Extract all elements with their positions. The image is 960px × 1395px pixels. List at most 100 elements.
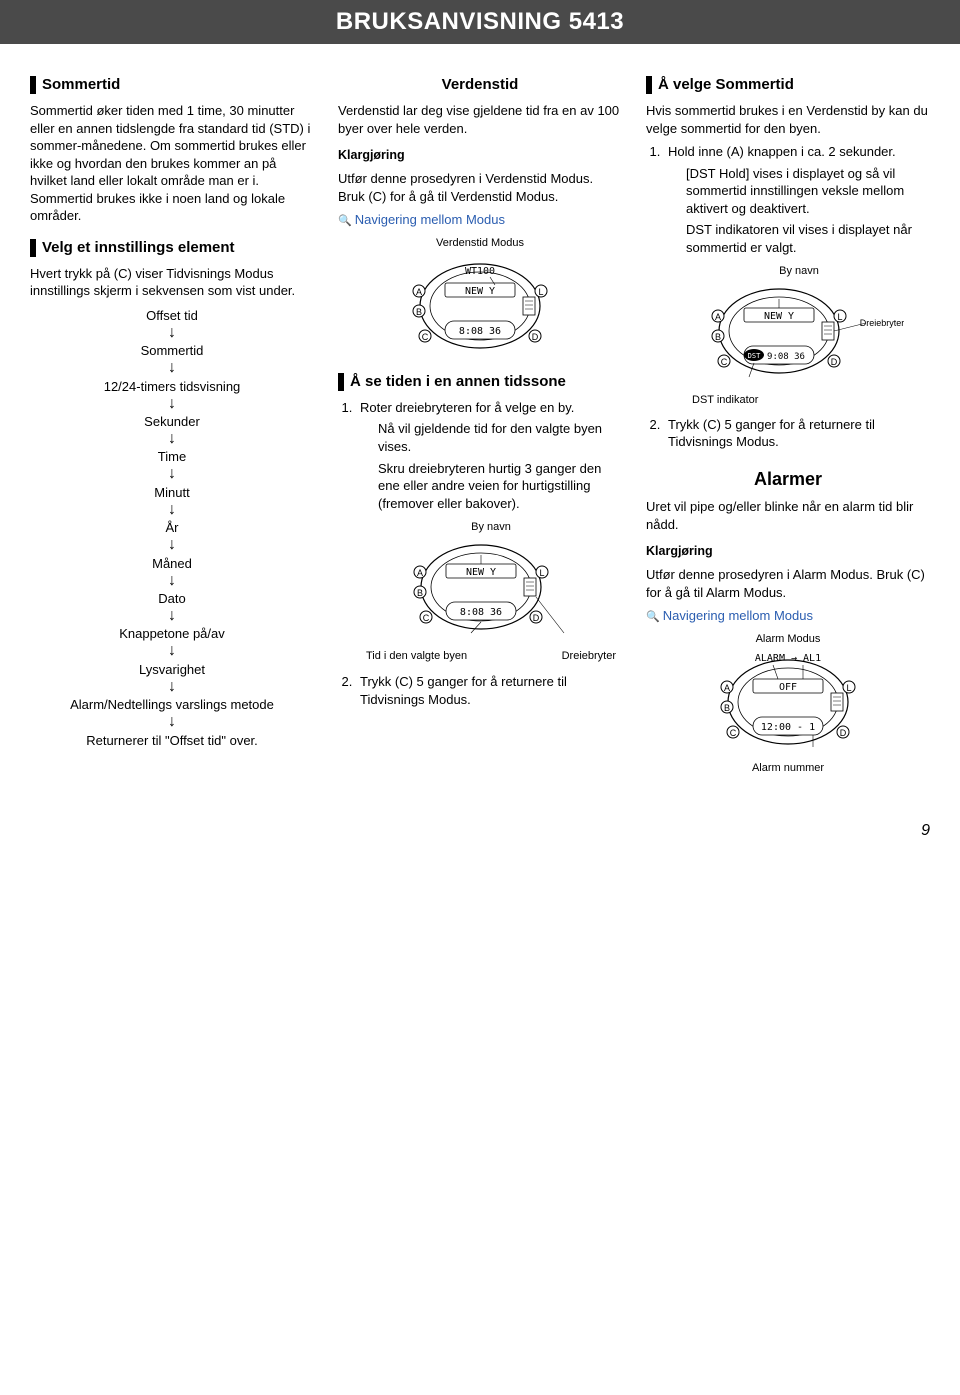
text-klargjoring-body-2: Utfør denne prosedyren i Alarm Modus. Br… [646,566,930,601]
arrow-down-icon: ↓ [30,715,314,729]
svg-text:NEW Y: NEW Y [466,567,496,578]
svg-text:C: C [423,613,430,623]
text-velge-sommertid-intro: Hvis sommertid brukes i en Verdenstid by… [646,102,930,137]
step1-sub1: Nå vil gjeldende tid for den valgte byen… [378,420,622,455]
flow-item: Sekunder [30,414,314,429]
label-klargjoring-2: Klargjøring [646,543,930,560]
text-velg-body: Hvert trykk på (C) viser Tidvisnings Mod… [30,265,314,300]
flow-item: Lysvarighet [30,662,314,677]
svg-text:8:08 36: 8:08 36 [460,607,502,618]
step-2-velge: Trykk (C) 5 ganger for å returnere til T… [664,416,930,451]
svg-text:12:00 - 1: 12:00 - 1 [761,722,815,733]
column-1: Sommertid Sommertid øker tiden med 1 tim… [30,62,314,782]
svg-text:A: A [417,568,423,578]
step-1-velge: Hold inne (A) knappen i ca. 2 sekunder. … [664,143,930,408]
arrow-down-icon: ↓ [30,397,314,411]
text-verdenstid-intro: Verdenstid lar deg vise gjeldene tid fra… [338,102,622,137]
svg-text:C: C [422,332,429,342]
arrow-down-icon: ↓ [30,432,314,446]
page-body: Sommertid Sommertid øker tiden med 1 tim… [0,62,960,782]
svg-text:Dreiebryter: Dreiebryter [860,318,904,328]
flow-item: Sommertid [30,343,314,358]
step-1-tidssone: Roter dreiebryteren for å velge en by. N… [356,399,622,666]
fig4-caption-bottom: Alarm nummer [646,762,930,774]
step-2-tidssone: Trykk (C) 5 ganger for å returnere til T… [356,673,622,708]
arrow-down-icon: ↓ [30,574,314,588]
svg-text:WT100: WT100 [465,266,495,277]
heading-tidssone: Å se tiden i en annen tidssone [338,373,622,391]
svg-text:DST: DST [748,352,761,360]
figure-alarm: Alarm Modus ALARM → AL1 OFF 12:00 - 1 A … [646,633,930,774]
flow-item: Dato [30,591,314,606]
svg-text:B: B [416,307,422,317]
flow-item: Minutt [30,485,314,500]
text-sommertid-body: Sommertid øker tiden med 1 time, 30 minu… [30,102,314,225]
fig-caption-top-1: Verdenstid Modus [338,237,622,249]
flow-item: Knappetone på/av [30,626,314,641]
link-nav-modus-2[interactable]: Navigering mellom Modus [646,607,930,625]
label-klargjoring-1: Klargjøring [338,147,622,164]
watch-diagram-1: WT100 NEW Y 8:08 36 A B C L D [395,251,565,356]
watch-diagram-2: NEW Y 8:08 36 A B C L D [396,537,586,642]
fig3-caption-bottom: DST indikator [668,393,930,408]
arrow-down-icon: ↓ [30,644,314,658]
svg-text:C: C [730,728,737,738]
arrow-down-icon: ↓ [30,326,314,340]
arrow-down-icon: ↓ [30,467,314,481]
flow-item: 12/24-timers tidsvisning [30,379,314,394]
figure-verdenstid-modus: Verdenstid Modus WT100 NEW Y 8:08 36 A B… [338,237,622,359]
column-3: Å velge Sommertid Hvis sommertid brukes … [646,62,930,782]
text-alarmer-intro: Uret vil pipe og/eller blinke når en ala… [646,498,930,533]
flow-end: Returnerer til "Offset tid" over. [30,733,314,748]
fig3-caption-top: By navn [668,264,930,279]
page-number: 9 [0,782,960,856]
text-klargjoring-body-1: Utfør denne prosedyren i Verdenstid Modu… [338,170,622,205]
flow-item: Alarm/Nedtellings varslings metode [30,697,314,712]
arrow-down-icon: ↓ [30,609,314,623]
svg-text:L: L [837,312,842,322]
fig2-caption-br: Dreiebryter [562,649,616,664]
svg-text:8:08 36: 8:08 36 [459,326,501,337]
link-nav-modus-1[interactable]: Navigering mellom Modus [338,211,622,229]
list-velge-sommertid: Hold inne (A) knappen i ca. 2 sekunder. … [646,143,930,451]
step1-sub2: Skru dreiebryteren hurtig 3 ganger den e… [378,460,622,513]
heading-velge-sommertid: Å velge Sommertid [646,76,930,94]
heading-verdenstid: Verdenstid [338,76,622,94]
fig2-caption-bl: Tid i den valgte byen [366,649,467,664]
figure-dst: By navn NEW Y DST 9:08 36 A [668,264,930,407]
svg-text:NEW Y: NEW Y [764,311,794,322]
heading-sommertid: Sommertid [30,76,314,94]
svg-text:L: L [539,568,544,578]
arrow-down-icon: ↓ [30,680,314,694]
svg-text:OFF: OFF [779,682,797,693]
page-header: BRUKSANVISNING 5413 [0,0,960,44]
svg-text:L: L [538,287,543,297]
svg-text:A: A [724,683,730,693]
flow-item: År [30,520,314,535]
svg-text:9:08 36: 9:08 36 [767,352,805,362]
fig4-caption-top: Alarm Modus [646,633,930,645]
svg-text:NEW Y: NEW Y [465,286,495,297]
arrow-down-icon: ↓ [30,503,314,517]
watch-diagram-3: NEW Y DST 9:08 36 A B C L D [694,281,904,386]
svg-text:D: D [840,728,847,738]
svg-text:A: A [416,287,422,297]
heading-velg-element: Velg et innstillings element [30,239,314,257]
svg-text:L: L [846,683,851,693]
svg-text:D: D [831,357,838,367]
heading-alarmer: Alarmer [646,469,930,491]
step1-velge-sub2: DST indikatoren vil vises i displayet nå… [686,221,930,256]
flow-item: Måned [30,556,314,571]
svg-text:A: A [715,312,721,322]
flow-item: Time [30,449,314,464]
svg-text:D: D [533,613,540,623]
svg-text:B: B [417,588,423,598]
svg-text:C: C [721,357,728,367]
svg-text:D: D [532,332,539,342]
figure-by-navn: By navn NEW Y 8:08 36 A B C [360,520,622,665]
step1-velge-sub1: [DST Hold] vises i displayet og så vil s… [686,165,930,218]
svg-text:B: B [715,332,721,342]
fig2-caption-top: By navn [360,520,622,535]
svg-text:B: B [724,703,730,713]
arrow-down-icon: ↓ [30,538,314,552]
